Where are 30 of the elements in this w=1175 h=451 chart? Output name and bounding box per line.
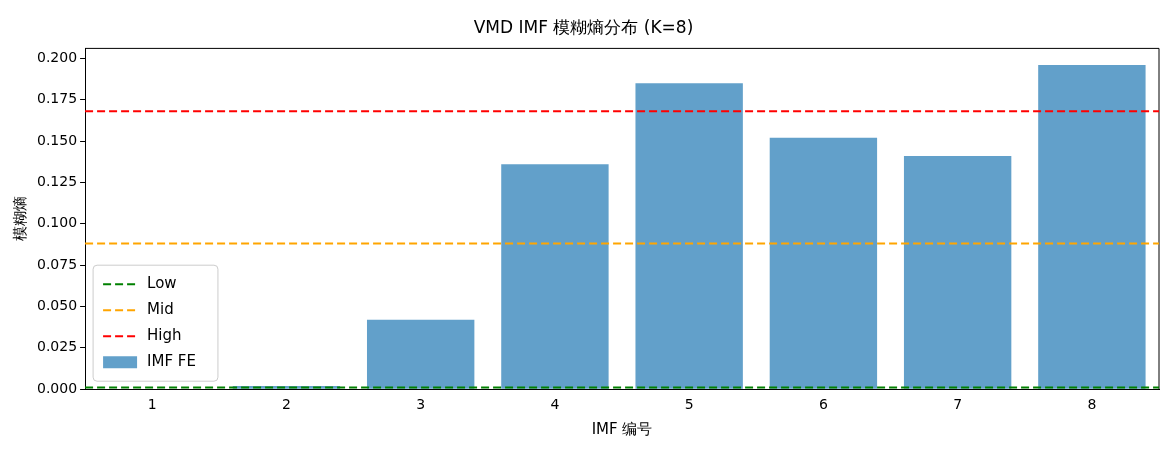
- bar: [501, 164, 609, 389]
- x-tick-label: 7: [953, 396, 963, 413]
- y-tick-label: 0.050: [36, 297, 78, 314]
- bar: [366, 319, 475, 389]
- legend-label: Low: [147, 274, 177, 293]
- y-tick-label: 0.075: [36, 255, 78, 272]
- x-tick-label: 2: [281, 396, 291, 413]
- x-tick-label: 6: [818, 396, 828, 413]
- y-axis-title: 模糊熵: [10, 196, 29, 242]
- x-tick-label: 8: [1087, 396, 1097, 413]
- x-tick-label: 4: [550, 396, 560, 413]
- x-tick-label: 3: [416, 396, 426, 413]
- y-tick-label: 0.150: [36, 131, 78, 148]
- legend-label: High: [147, 326, 182, 345]
- legend-label: IMF FE: [147, 352, 196, 371]
- x-tick-label: 5: [684, 396, 694, 413]
- y-tick-label: 0.125: [36, 173, 78, 190]
- chart-title: VMD IMF 模糊熵分布 (K=8): [473, 16, 694, 37]
- y-tick-label: 0.100: [36, 214, 78, 231]
- x-axis-title: IMF 编号: [591, 419, 653, 438]
- x-tick-label: 1: [147, 396, 157, 413]
- y-tick-label: 0.025: [36, 338, 78, 355]
- y-tick-label: 0.200: [36, 48, 78, 65]
- bar: [769, 137, 878, 389]
- bar: [903, 155, 1012, 389]
- legend-label: Mid: [147, 300, 174, 319]
- y-tick-label: 0.000: [36, 379, 78, 396]
- y-tick-label: 0.175: [36, 90, 78, 107]
- bar: [635, 83, 743, 389]
- bar: [1038, 64, 1146, 389]
